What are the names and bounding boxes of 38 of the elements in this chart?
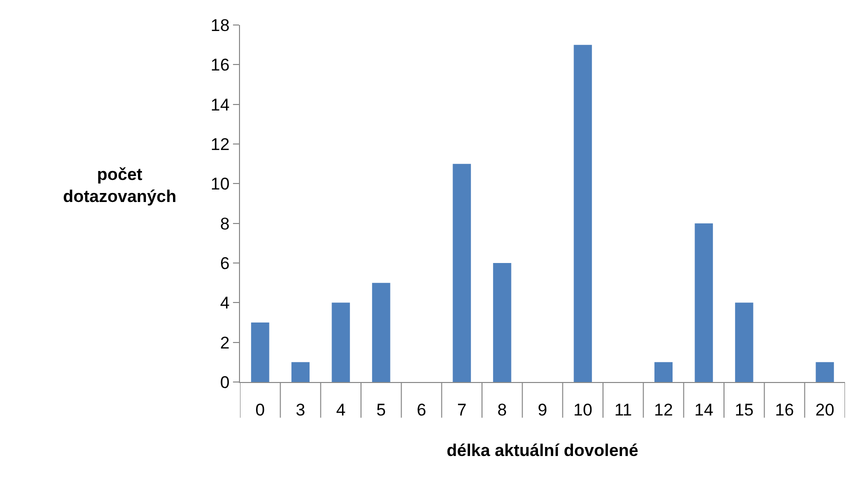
y-tick-label: 10 xyxy=(210,174,230,194)
y-tick-label: 16 xyxy=(210,56,230,75)
y-axis-title: počet dotazovaných xyxy=(63,165,176,206)
bar xyxy=(332,302,350,382)
bar xyxy=(372,282,390,382)
bar xyxy=(574,44,592,382)
x-tick-label: 10 xyxy=(573,400,592,420)
bar xyxy=(654,362,673,382)
y-tick-label: 8 xyxy=(220,214,230,234)
bar xyxy=(735,302,754,382)
y-tick-label: 14 xyxy=(210,95,230,114)
x-tick-label: 3 xyxy=(296,400,306,420)
x-tick-label: 4 xyxy=(336,400,346,420)
x-tick-label: 11 xyxy=(614,400,632,420)
x-tick-label: 12 xyxy=(654,400,673,420)
x-tick-label: 5 xyxy=(376,400,386,420)
bar xyxy=(291,362,310,382)
y-tick-label: 6 xyxy=(220,254,230,273)
bar xyxy=(493,263,512,382)
x-tick-label: 6 xyxy=(416,400,426,420)
x-tick-label: 16 xyxy=(775,400,794,420)
x-tick-label: 20 xyxy=(815,400,834,420)
x-tick-label: 8 xyxy=(497,400,507,420)
bar xyxy=(251,322,270,382)
x-tick-label: 9 xyxy=(538,400,548,420)
y-tick-label: 4 xyxy=(220,294,230,313)
x-tick-label: 0 xyxy=(255,400,265,420)
x-tick-label: 14 xyxy=(694,400,714,420)
bar xyxy=(694,223,713,382)
bar xyxy=(452,164,471,382)
x-tick-label: 15 xyxy=(734,400,754,420)
y-tick-label: 2 xyxy=(220,333,230,352)
y-tick-label: 18 xyxy=(210,16,230,35)
x-axis-title: délka aktuální dovolené xyxy=(446,440,638,460)
y-tick-label: 0 xyxy=(220,372,230,392)
x-tick-label: 7 xyxy=(457,400,467,420)
y-tick-label: 12 xyxy=(210,134,230,154)
bar xyxy=(816,362,834,382)
